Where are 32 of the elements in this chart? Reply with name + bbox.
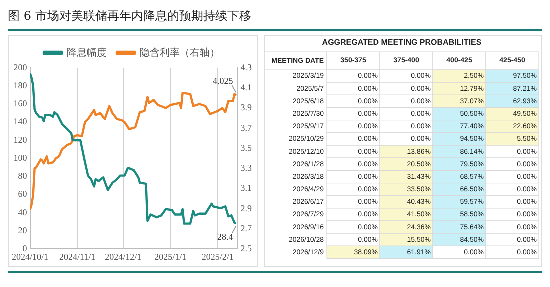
chart-title: AGGREGATED MEETING PROBABILITIES [322,38,482,48]
y2-tick-label: 2.7 [240,223,252,234]
y-tick-label: 80 [18,171,28,182]
chart-title: 图 6 市场对美联储再年内降息的预期持续下移 [8,8,542,31]
y2-tick-label: 3.3 [240,163,252,174]
y2-tick-label: 3.7 [240,122,252,133]
y-tick-label: 180 [14,80,28,90]
x-tick-label: 2025/2/1 [202,252,234,262]
y-tick-label: 0 [22,244,28,254]
legend-label: 隐含利率（右轴） [140,46,220,59]
legend-label: 降息幅度 [67,46,107,59]
y2-tick-label: 4.3 [240,62,252,72]
data-label: 28.4 [217,232,234,242]
y-tick-label: 40 [18,207,28,218]
x-tick-label: 2024/12/1 [105,252,142,262]
x-tick-label: 2024/11/1 [59,252,96,262]
y2-tick-label: 3.1 [240,183,252,194]
y2-tick-label: 2.5 [240,244,252,254]
y2-tick-label: 3.9 [240,102,252,113]
y-tick-label: 100 [14,152,28,163]
x-tick-label: 2024/10/1 [12,252,49,262]
y-tick-label: 20 [18,225,28,236]
y2-tick-label: 3.5 [240,142,252,153]
y2-tick-label: 2.9 [240,203,252,214]
y-tick-label: 200 [14,62,28,72]
y-tick-label: 140 [14,116,28,127]
x-tick-label: 2025/1/1 [154,252,187,262]
y-tick-label: 60 [18,189,28,200]
y-tick-label: 160 [14,98,28,109]
y2-tick-label: 4.1 [240,82,252,92]
data-label: 4.025 [212,76,234,86]
y-tick-label: 120 [14,134,28,145]
